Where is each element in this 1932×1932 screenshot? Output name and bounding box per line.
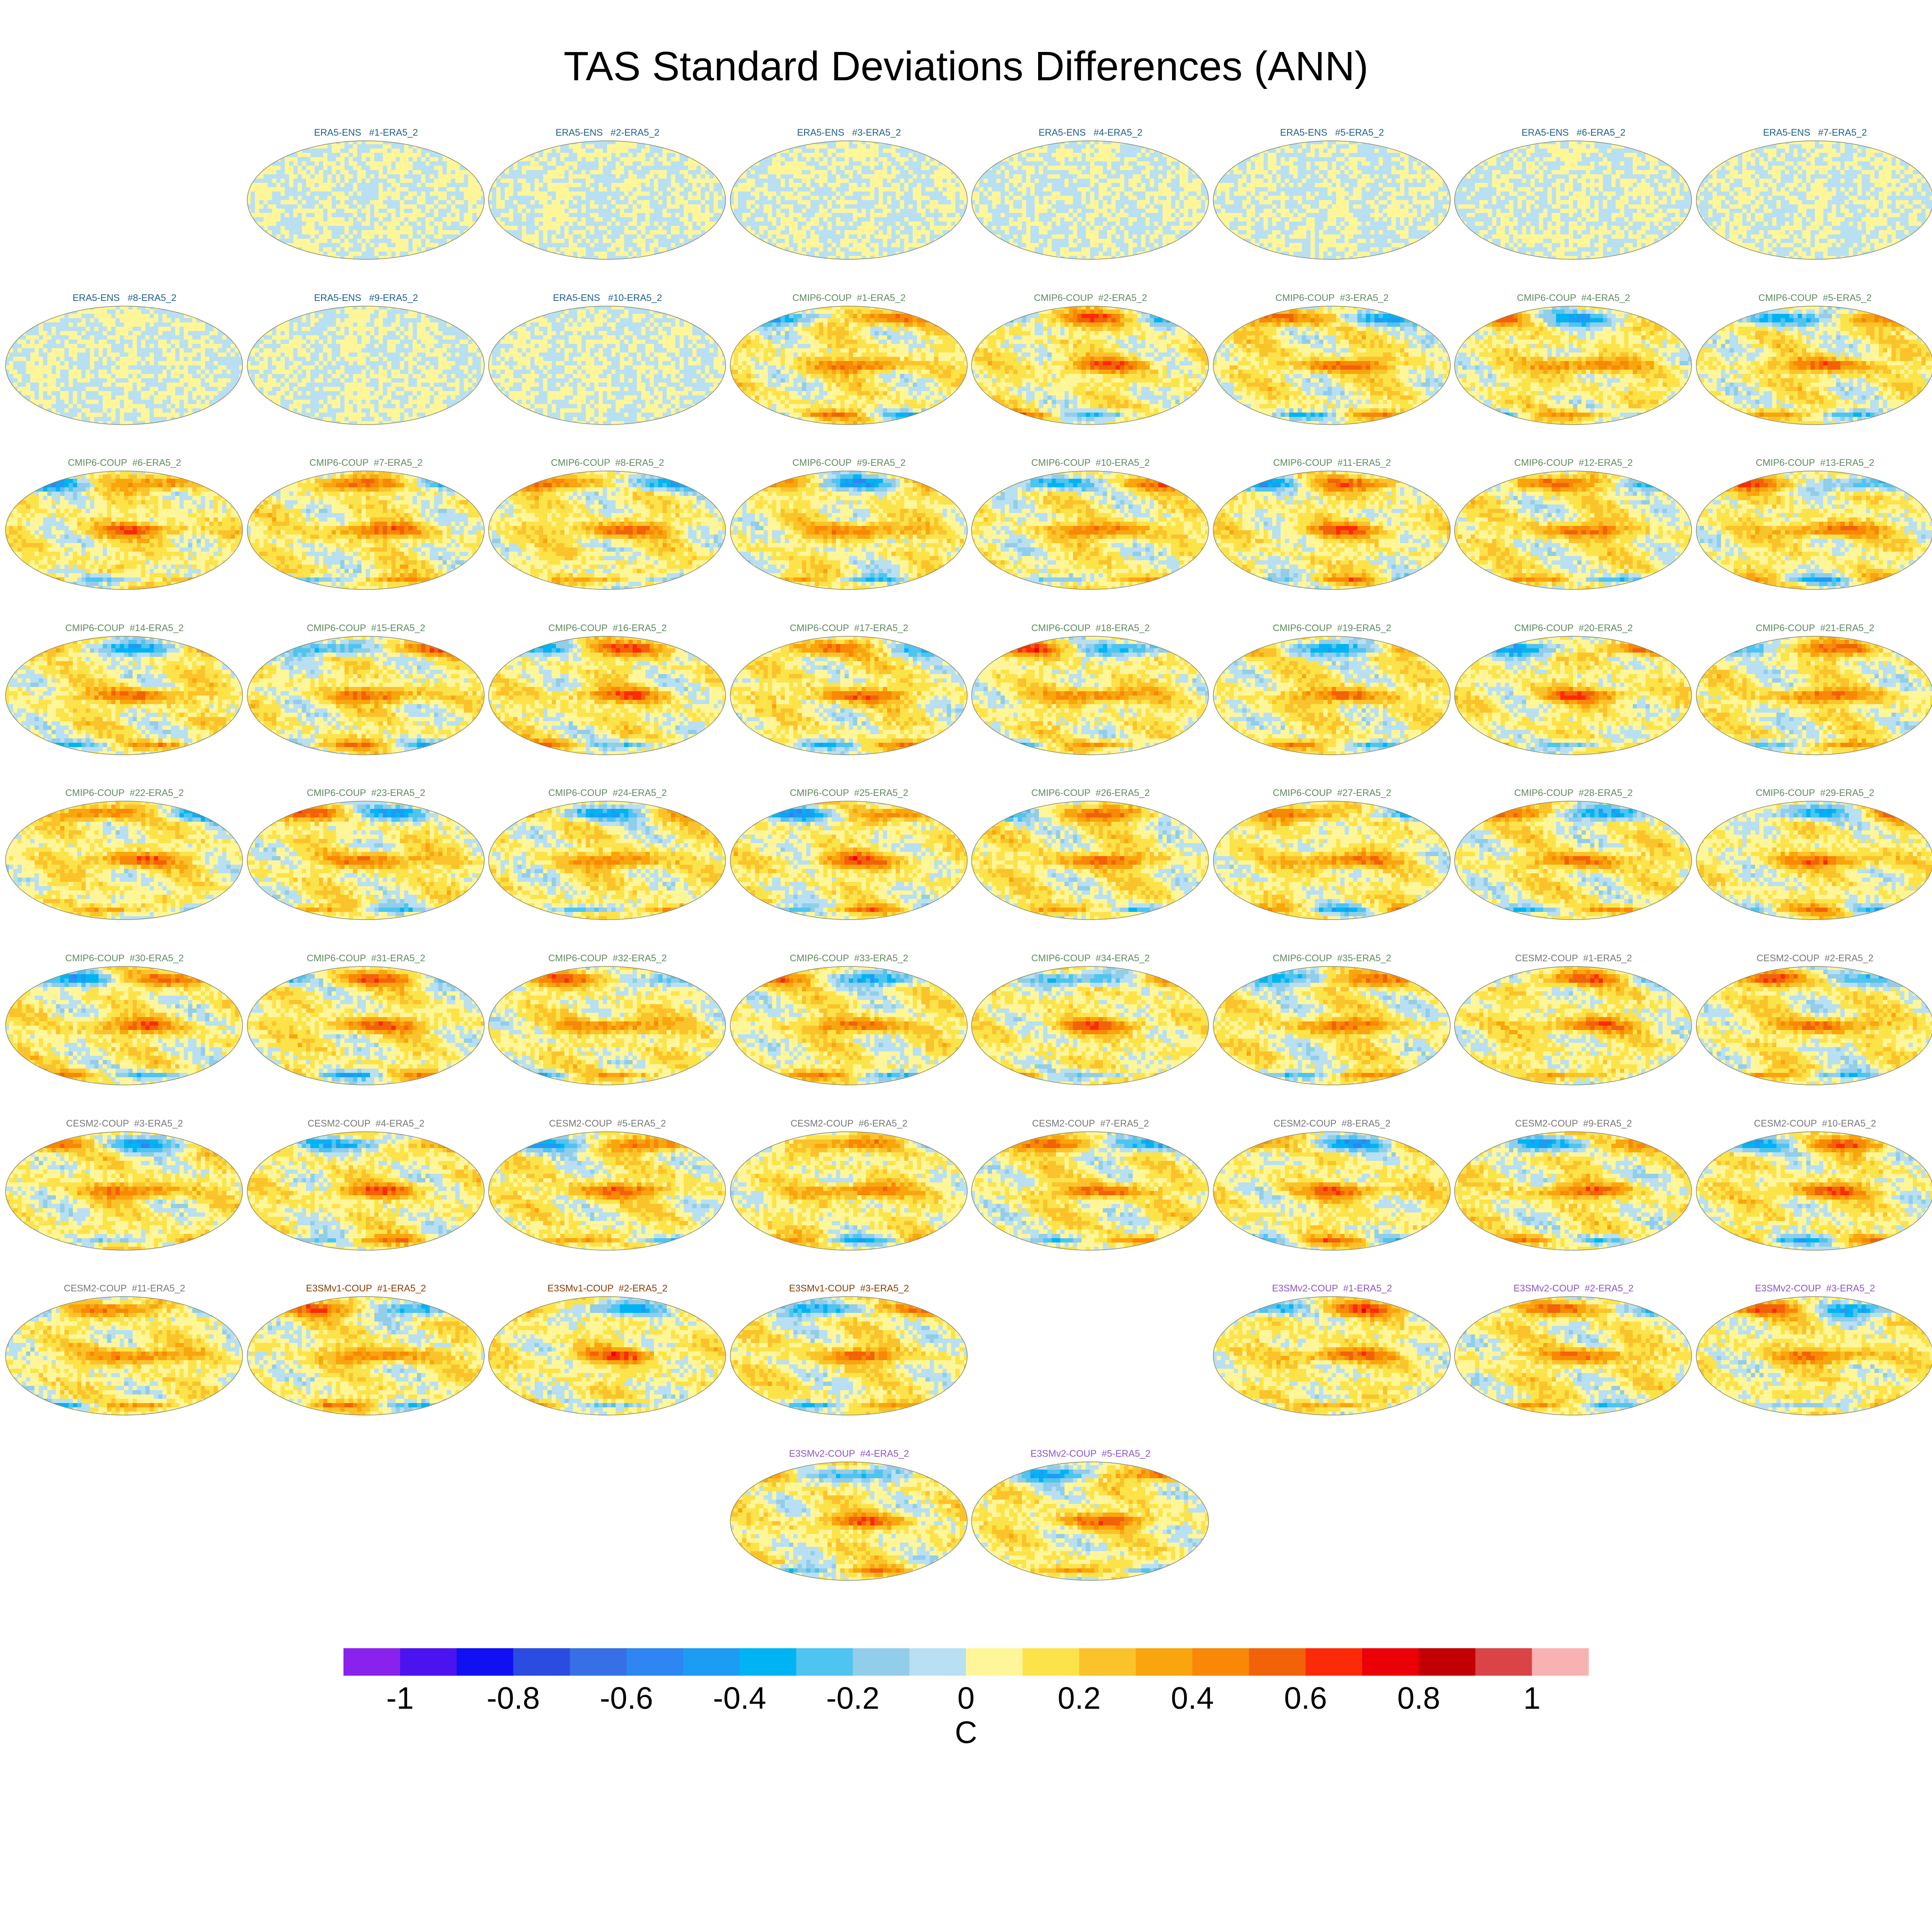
colorbar-segment [457,1648,513,1676]
colorbar-tick-label: 0.6 [1284,1681,1327,1716]
colorbar-segment [966,1648,1023,1676]
colorbar-segment [1306,1648,1362,1676]
colorbar-unit-label: C [955,1716,977,1750]
colorbar-segment [513,1648,570,1676]
colorbar-segment [1419,1648,1476,1676]
colorbar-tick-label: -1 [386,1681,414,1716]
colorbar-segment [400,1648,457,1676]
colorbar-segment [1023,1648,1079,1676]
colorbar-segment [343,1648,400,1676]
colorbar-segment [1192,1648,1249,1676]
colorbar-tick-label: 1 [1523,1681,1540,1716]
colorbar-segment [1079,1648,1136,1676]
colorbar-tick-label: 0.4 [1171,1681,1214,1716]
colorbar-segment [1475,1648,1532,1676]
colorbar-tick-label: 0.2 [1058,1681,1101,1716]
colorbar-segment [1136,1648,1192,1676]
colorbar-tick-label: 0.8 [1397,1681,1440,1716]
colorbar-segment [1362,1648,1419,1676]
colorbar-tick-label: -0.2 [826,1681,879,1716]
colorbar-tick-label: -0.8 [486,1681,540,1716]
colorbar-segment [1249,1648,1306,1676]
colorbar-segment [570,1648,626,1676]
colorbar-segment [683,1648,740,1676]
colorbar-segment [740,1648,796,1676]
colorbar-tick-label: 0 [957,1681,975,1716]
colorbar-segment [626,1648,683,1676]
colorbar-segment [1532,1648,1589,1676]
colorbar-segment [796,1648,853,1676]
colorbar-segment [853,1648,909,1676]
colorbar-tick-label: -0.4 [713,1681,766,1716]
colorbar-segment [909,1648,966,1676]
colorbar-tick-label: -0.6 [600,1681,653,1716]
